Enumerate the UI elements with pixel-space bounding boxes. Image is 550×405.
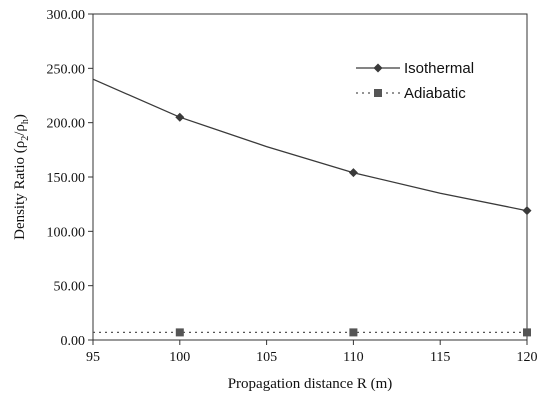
x-tick-label: 110 (343, 350, 363, 365)
series-layer (92, 78, 532, 337)
y-axis-title-main: Density Ratio (ρ (12, 141, 28, 240)
y-axis-ticks: 0.00 50.00 100.00 150.00 200.00 250.00 300.00 (47, 8, 93, 349)
y-tick-label: 300.00 (47, 8, 86, 23)
y-tick-label: 50.00 (54, 280, 86, 295)
data-point-adiabatic (349, 328, 358, 337)
y-tick-label: 250.00 (47, 62, 86, 77)
legend-label-isothermal: Isothermal (404, 60, 474, 77)
x-tick-label: 95 (86, 350, 100, 365)
legend: Isothermal Adiabatic (356, 60, 474, 102)
series-line-isothermal (92, 78, 528, 212)
data-point-adiabatic (175, 328, 184, 337)
y-tick-label: 200.00 (47, 117, 86, 132)
x-axis-ticks: 95 100 105 110 115 120 (86, 340, 538, 365)
x-tick-label: 120 (517, 350, 538, 365)
plot-frame (92, 13, 528, 341)
y-axis-title: Density Ratio (ρ2/ρh) (12, 114, 31, 240)
x-tick-label: 100 (169, 350, 190, 365)
x-tick-label: 105 (256, 350, 277, 365)
y-axis-title-end: ) (12, 114, 28, 119)
y-axis-title-sub-2: 2 (20, 136, 31, 141)
x-tick-label: 115 (430, 350, 450, 365)
legend-marker-adiabatic (374, 89, 382, 97)
y-tick-label: 150.00 (47, 171, 86, 186)
legend-label-adiabatic: Adiabatic (404, 85, 466, 102)
y-axis-title-sub-h: h (20, 119, 31, 124)
data-point-isothermal (522, 206, 532, 216)
legend-marker-isothermal (373, 63, 383, 73)
legend-item-adiabatic: Adiabatic (356, 85, 466, 102)
x-axis-title: Propagation distance R (m) (228, 376, 393, 392)
data-point-isothermal (348, 168, 358, 178)
data-point-adiabatic (523, 328, 531, 337)
y-tick-label: 0.00 (61, 334, 86, 349)
data-point-isothermal (175, 112, 185, 122)
legend-item-isothermal: Isothermal (356, 60, 474, 77)
y-tick-label: 100.00 (47, 225, 86, 240)
y-axis-title-mid: /ρ (12, 124, 28, 136)
